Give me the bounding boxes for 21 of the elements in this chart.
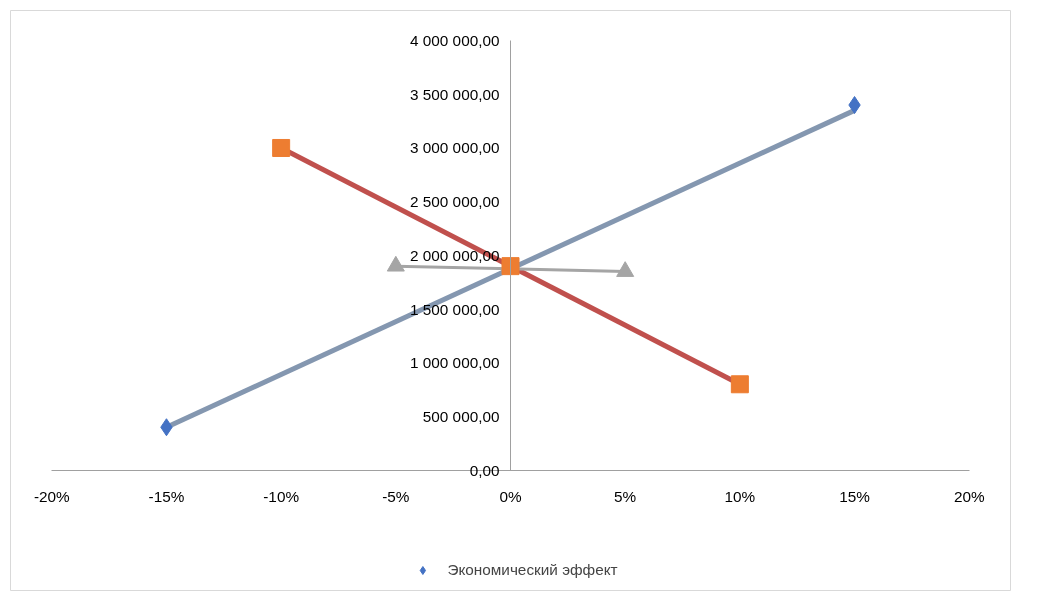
y-tick-label: 1 500 000,00 <box>410 300 500 318</box>
x-tick-label: 5% <box>614 488 637 506</box>
point <box>272 138 291 157</box>
x-tick-label: -20% <box>33 488 71 506</box>
x-tick-label: 10% <box>724 488 756 506</box>
x-tick-label: 20% <box>953 488 985 506</box>
x-tick-label: 0% <box>499 488 522 506</box>
x-tick-label: -15% <box>148 488 185 506</box>
y-tick-label: 3 500 000,00 <box>410 85 500 103</box>
y-tick-label: 4 000 000,00 <box>410 32 500 50</box>
x-tick-label: 15% <box>839 488 871 506</box>
y-tick-label: 500 000,00 <box>422 408 500 425</box>
legend-label: Экономический эффект <box>447 561 618 579</box>
x-tick-label: -10% <box>263 488 300 506</box>
y-tick-label: 3 000 000,00 <box>410 139 500 157</box>
y-tick-label: 1 000 000,00 <box>410 354 500 372</box>
y-tick-label: 0,00 <box>469 461 500 479</box>
y-tick-label: 2 500 000,00 <box>410 193 500 211</box>
x-tick-label: -5% <box>382 488 410 506</box>
point <box>730 375 749 394</box>
point <box>501 257 520 276</box>
